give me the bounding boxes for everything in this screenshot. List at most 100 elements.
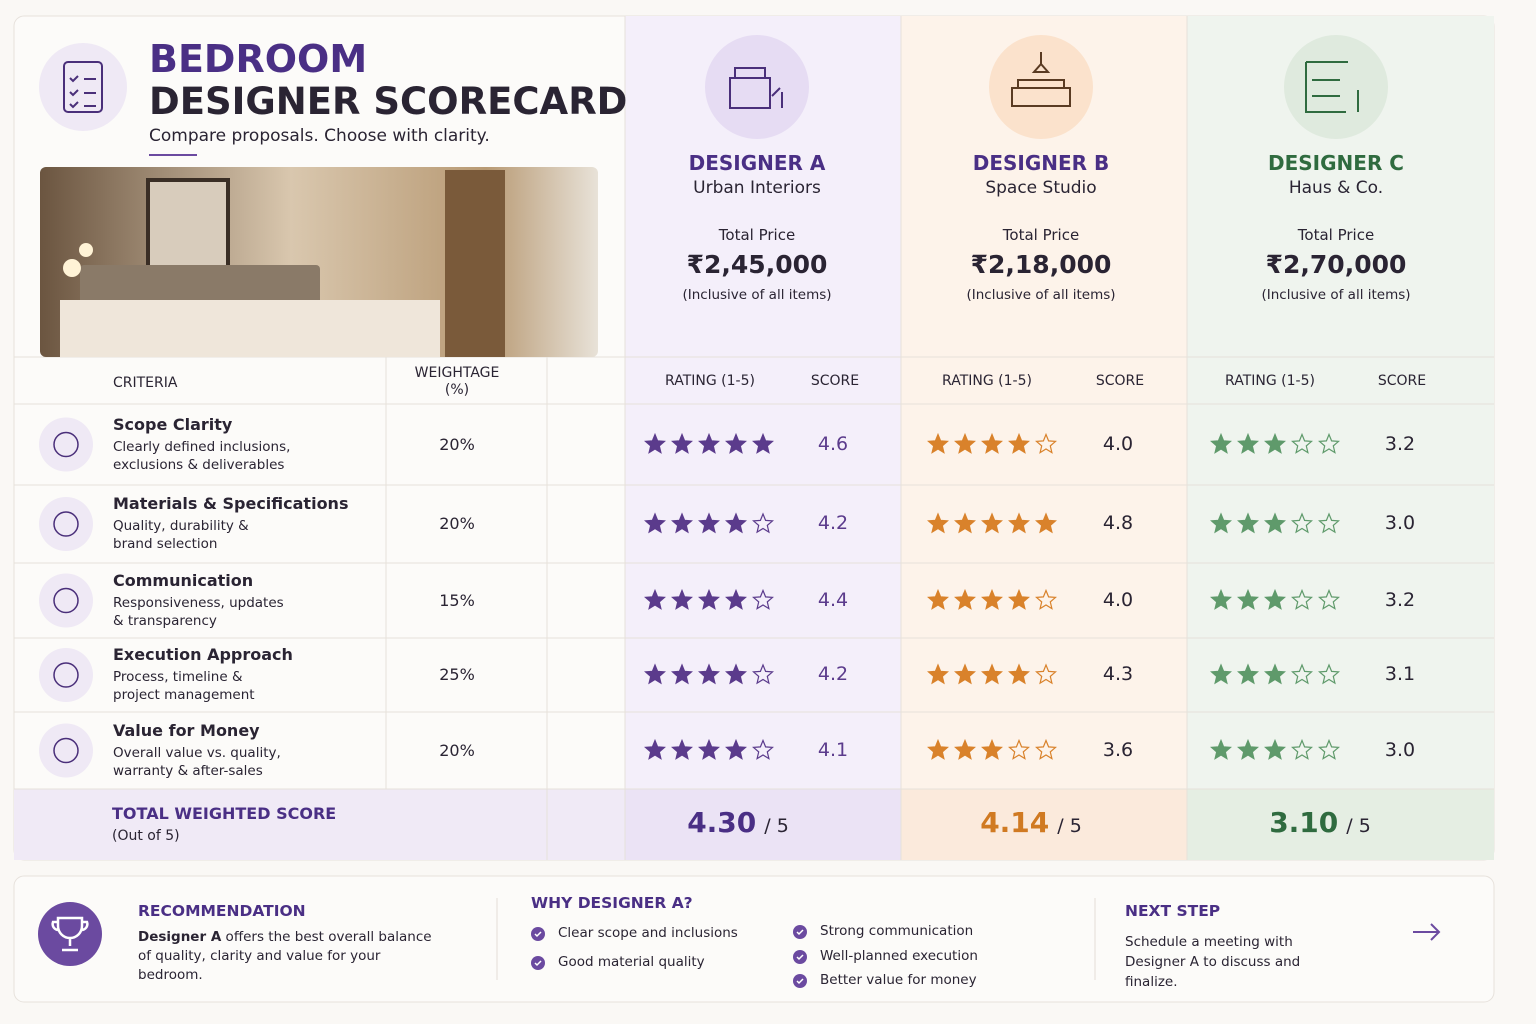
total-note: (Out of 5) (112, 828, 180, 844)
star (725, 512, 747, 534)
star (644, 512, 666, 534)
star (1210, 512, 1232, 534)
star (1237, 738, 1259, 760)
total-score: 4.14 (980, 806, 1050, 839)
star (671, 663, 693, 685)
criteria-title: Communication (113, 570, 254, 590)
star (671, 588, 693, 610)
star (1237, 432, 1259, 454)
star-rating (1210, 738, 1340, 760)
star (1264, 512, 1286, 534)
star-rating (1210, 588, 1340, 610)
score: 3.0 (1384, 738, 1416, 761)
star (1210, 588, 1232, 610)
star (752, 432, 774, 454)
check-mark (534, 931, 542, 938)
star (981, 512, 1003, 534)
star (954, 663, 976, 685)
check-mark (796, 954, 804, 961)
designer-name: DESIGNER B (972, 151, 1110, 175)
star (644, 588, 666, 610)
subtitle: Compare proposals. Choose with clarity. (149, 126, 490, 146)
check-mark (796, 978, 804, 985)
criteria-icon (39, 648, 93, 702)
weight: 20% (439, 434, 475, 454)
star (698, 512, 720, 534)
criteria-title: Execution Approach (113, 645, 293, 664)
designer-studio: Space Studio (985, 178, 1097, 198)
star (725, 663, 747, 685)
score-header: SCORE (810, 373, 860, 389)
score: 4.8 (1102, 512, 1134, 534)
weight: 15% (439, 590, 475, 610)
total-score: 3.10 (1269, 806, 1339, 839)
next-heading: NEXT STEP (1125, 902, 1221, 920)
star (1237, 588, 1259, 610)
criteria-icon-mark (53, 737, 79, 764)
check-mark (534, 960, 542, 967)
criteria-icon-mark (53, 587, 79, 614)
star (1291, 588, 1313, 610)
score: 4.6 (817, 432, 849, 455)
weight: 25% (439, 665, 475, 684)
star-rating (927, 663, 1057, 685)
star (954, 512, 976, 534)
star (1237, 663, 1259, 685)
title-line1: BEDROOM (149, 37, 368, 81)
star (671, 432, 693, 454)
designer-studio: Urban Interiors (693, 178, 821, 198)
score-header: SCORE (1377, 373, 1427, 389)
star (1318, 512, 1340, 534)
star (725, 432, 747, 454)
total-score-wrap: 3.10 / 5 (1269, 806, 1371, 839)
criteria-title: Materials & Specifications (113, 494, 349, 513)
total-out-of: / 5 (1057, 815, 1082, 837)
star (1291, 738, 1313, 760)
score: 4.2 (817, 663, 849, 685)
star-rating (927, 432, 1057, 454)
score: 3.0 (1384, 512, 1416, 534)
title-line2: DESIGNER SCORECARD (149, 80, 628, 123)
criteria-title: Scope Clarity (113, 414, 233, 434)
star-rating (1210, 663, 1340, 685)
total-score-wrap: 4.30 / 5 (687, 806, 789, 839)
designer-name: DESIGNER C (1268, 151, 1404, 175)
score: 4.1 (817, 738, 849, 761)
star (1318, 738, 1340, 760)
star (1210, 738, 1232, 760)
star (1264, 432, 1286, 454)
criteria-icon (39, 417, 93, 472)
star (752, 512, 774, 534)
star-rating (1210, 432, 1340, 454)
price: ₹2,70,000 (1265, 250, 1407, 279)
star (981, 738, 1003, 760)
star (1210, 432, 1232, 454)
star (1008, 588, 1030, 610)
recommendation-highlight: Designer A (138, 929, 222, 945)
star (752, 738, 774, 760)
star (927, 512, 949, 534)
rating-header: RATING (1-5) (665, 373, 755, 389)
score: 3.6 (1102, 738, 1134, 761)
score: 4.0 (1102, 588, 1134, 611)
star (671, 738, 693, 760)
star (1291, 512, 1313, 534)
criteria-description: Quality, durability & brand selection (113, 518, 249, 552)
star (1035, 663, 1057, 685)
star (752, 588, 774, 610)
star (981, 432, 1003, 454)
star (1210, 663, 1232, 685)
recommendation-heading: RECOMMENDATION (138, 902, 306, 920)
score: 3.1 (1384, 663, 1416, 685)
score: 4.4 (817, 588, 849, 611)
price-note: (Inclusive of all items) (682, 287, 832, 303)
criteria-title: Value for Money (113, 720, 260, 740)
star (671, 512, 693, 534)
star-rating (644, 738, 774, 760)
criteria-description: Overall value vs. quality, warranty & af… (113, 744, 281, 779)
star (954, 588, 976, 610)
star (1291, 432, 1313, 454)
star (698, 432, 720, 454)
